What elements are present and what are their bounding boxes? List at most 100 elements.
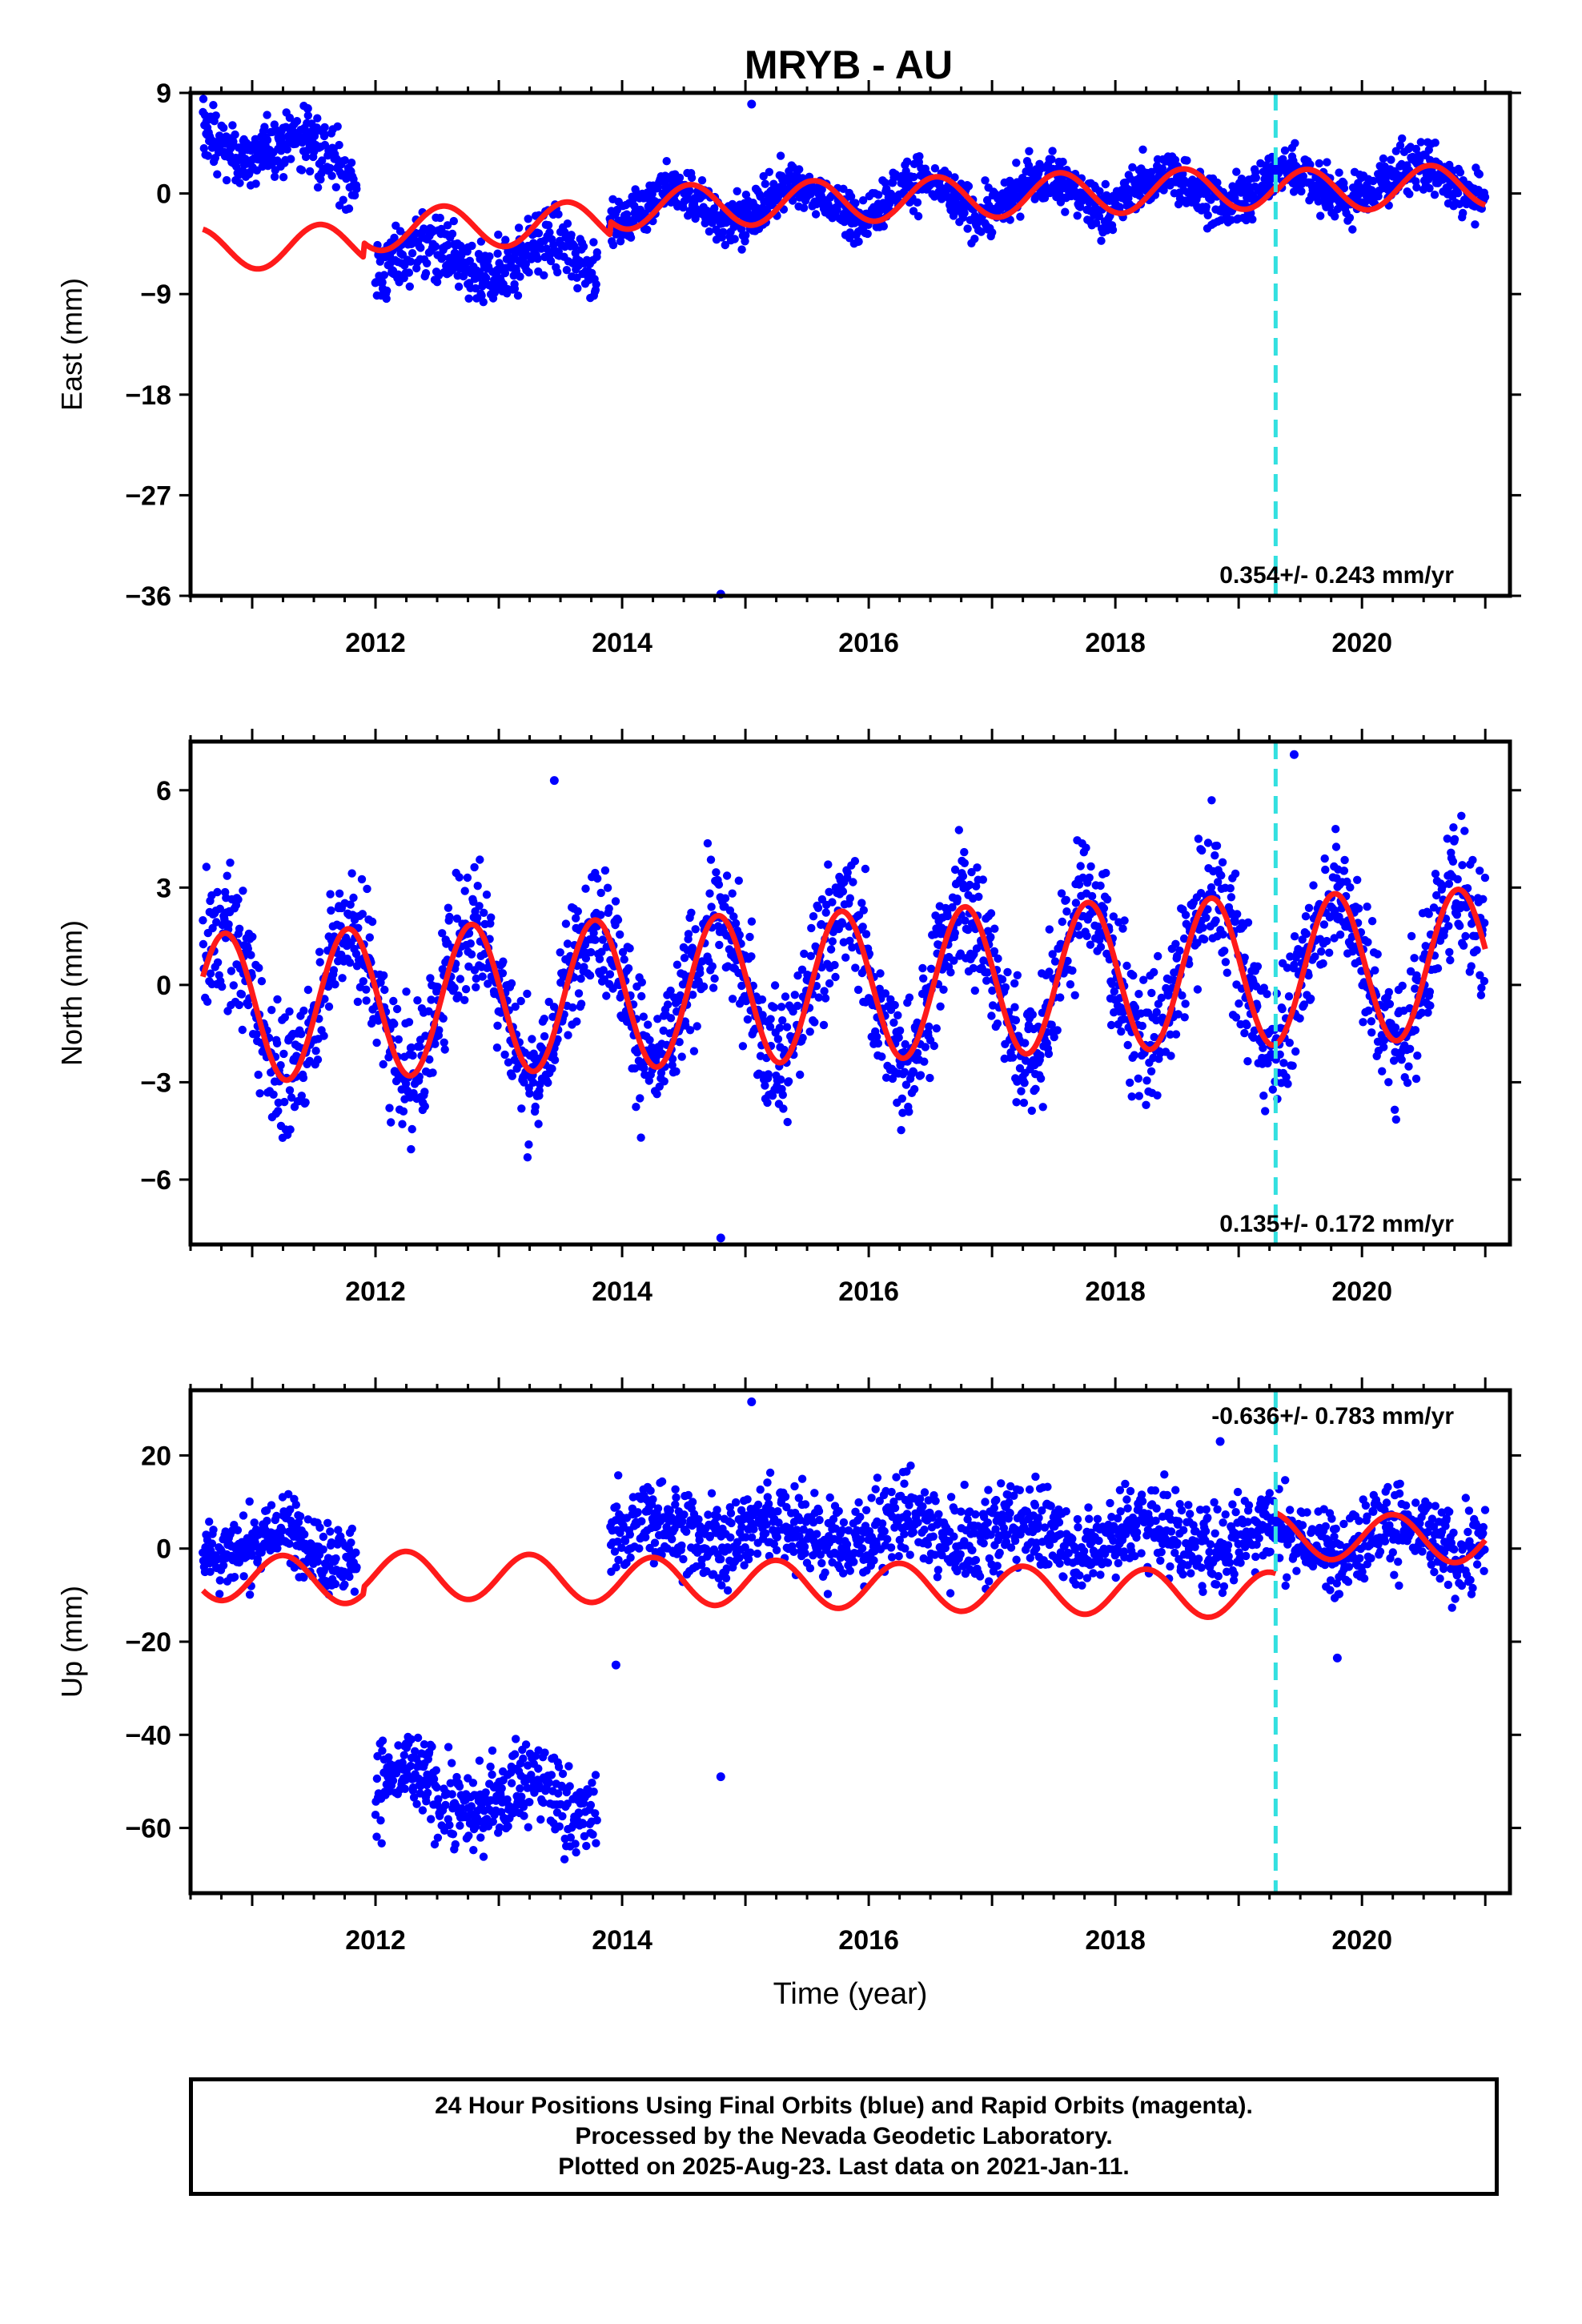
data-point	[377, 1839, 386, 1848]
data-point	[1307, 994, 1315, 1003]
data-point	[333, 122, 342, 131]
data-point	[1130, 1051, 1139, 1059]
data-point	[1062, 895, 1070, 905]
data-point	[579, 242, 588, 251]
data-point	[428, 1742, 436, 1751]
data-point	[1421, 942, 1430, 951]
data-point	[226, 858, 235, 867]
data-point	[805, 1027, 814, 1036]
data-point	[828, 898, 837, 907]
data-point	[905, 1108, 913, 1116]
data-point	[339, 195, 347, 204]
data-point	[319, 131, 329, 141]
data-point	[418, 1806, 428, 1815]
data-point	[1180, 1013, 1189, 1022]
data-point	[219, 123, 228, 132]
data-point	[574, 989, 584, 998]
data-point	[1221, 958, 1231, 967]
data-point	[1379, 154, 1388, 163]
data-point	[229, 981, 238, 990]
data-point	[703, 838, 713, 848]
data-point	[203, 151, 212, 160]
data-point	[759, 171, 768, 181]
data-point	[737, 245, 746, 254]
x-tick-label: 2016	[838, 628, 899, 658]
y-tick-label: −6	[140, 1165, 171, 1196]
data-point	[611, 897, 620, 906]
data-point	[1290, 932, 1299, 941]
data-point	[1073, 211, 1082, 220]
north-y-axis-label: North (mm)	[55, 920, 88, 1066]
data-point	[313, 1055, 323, 1064]
data-point	[763, 1098, 772, 1108]
data-point	[450, 983, 459, 992]
y-tick-label: −18	[125, 380, 171, 411]
data-point	[460, 995, 469, 1005]
data-point	[299, 1006, 308, 1015]
data-point	[1251, 173, 1261, 183]
data-point	[285, 113, 295, 123]
data-point	[449, 216, 458, 226]
data-point	[1171, 1030, 1181, 1039]
data-point	[455, 873, 464, 882]
data-point	[777, 1003, 786, 1011]
data-point	[1431, 139, 1439, 147]
east-rate-label: 0.354+/- 0.243 mm/yr	[1219, 562, 1454, 589]
data-point	[790, 991, 799, 999]
data-point	[479, 298, 488, 307]
data-point	[1045, 967, 1054, 976]
data-point	[222, 175, 231, 185]
data-point	[540, 1015, 548, 1023]
data-point	[707, 903, 716, 911]
data-point	[770, 981, 780, 990]
data-point	[918, 963, 927, 973]
data-point	[331, 183, 340, 191]
data-point	[1445, 947, 1454, 957]
data-point	[315, 958, 324, 967]
y-tick-label: 3	[156, 873, 171, 903]
data-point	[637, 978, 646, 987]
data-point	[568, 1003, 577, 1012]
x-tick-label: 2020	[1331, 1277, 1392, 1307]
data-point	[925, 1022, 934, 1031]
x-tick-label: 2016	[838, 1277, 899, 1307]
data-point	[691, 925, 700, 934]
data-point	[1335, 930, 1345, 939]
data-point	[1411, 1026, 1420, 1035]
data-point	[433, 1833, 443, 1842]
data-point	[215, 1576, 224, 1585]
data-point	[563, 939, 572, 948]
data-point	[1480, 192, 1490, 202]
data-point	[810, 1018, 819, 1027]
data-point	[516, 272, 524, 281]
data-point	[1384, 987, 1394, 997]
data-point	[1011, 1015, 1021, 1025]
data-point	[413, 996, 422, 1005]
data-point	[398, 1120, 407, 1128]
data-point	[255, 963, 263, 972]
data-point	[305, 167, 315, 176]
data-point	[378, 278, 387, 287]
data-point	[857, 899, 866, 907]
data-point	[448, 229, 457, 239]
data-point	[1476, 991, 1486, 999]
data-point	[283, 145, 291, 154]
data-point	[1475, 170, 1484, 179]
y-tick-label: 9	[156, 78, 171, 109]
data-point	[919, 974, 928, 983]
data-point	[1028, 1010, 1038, 1019]
data-point	[854, 237, 863, 246]
data-point	[1013, 971, 1022, 980]
data-point	[388, 1776, 398, 1785]
data-point	[363, 884, 371, 894]
data-point	[1198, 846, 1207, 855]
data-point	[1017, 1087, 1026, 1096]
data-point	[954, 826, 964, 834]
data-point	[285, 1539, 294, 1548]
data-point	[1003, 967, 1012, 977]
data-point	[433, 983, 442, 991]
data-point	[613, 915, 623, 924]
data-point	[254, 1070, 263, 1080]
data-point	[1123, 1040, 1132, 1050]
data-point	[696, 968, 705, 978]
